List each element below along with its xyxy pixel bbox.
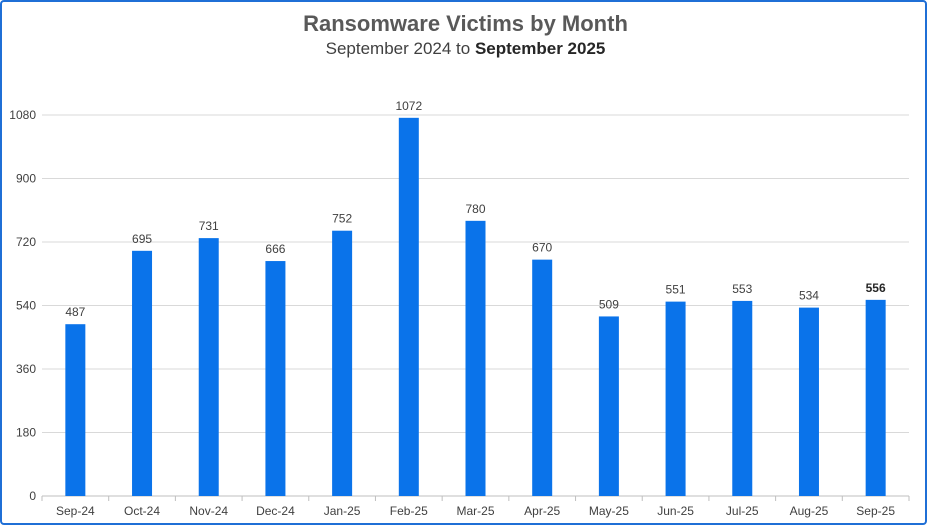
data-label: 487 [65, 305, 85, 319]
x-tick-label: Mar-25 [456, 504, 494, 518]
bar [398, 117, 419, 497]
data-label: 666 [265, 242, 285, 256]
data-label: 780 [465, 202, 485, 216]
y-tick-label: 900 [16, 172, 36, 186]
x-tick-label: May-25 [589, 504, 629, 518]
x-tick-label: Jun-25 [657, 504, 694, 518]
bar [465, 220, 486, 497]
bar [598, 316, 619, 496]
bar [198, 238, 219, 496]
y-tick-label: 360 [16, 362, 36, 376]
y-tick-label: 180 [16, 426, 36, 440]
bar [532, 259, 553, 496]
chart-subtitle: September 2024 to September 2025 [2, 39, 927, 59]
data-label: 553 [732, 282, 752, 296]
data-label: 1072 [395, 99, 422, 113]
bar [865, 299, 886, 496]
x-tick-label: Dec-24 [256, 504, 295, 518]
bar [798, 307, 819, 496]
bar [65, 324, 86, 496]
data-label: 556 [866, 281, 886, 295]
bar [132, 250, 153, 496]
subtitle-emphasis: September 2025 [474, 39, 606, 58]
data-label: 509 [599, 297, 619, 311]
data-label: 670 [532, 241, 552, 255]
x-tick-label: Oct-24 [124, 504, 160, 518]
bar [732, 300, 753, 496]
x-tick-label: Aug-25 [790, 504, 829, 518]
bar [332, 230, 353, 496]
y-tick-label: 540 [16, 299, 36, 313]
data-label: 731 [199, 219, 219, 233]
y-tick-label: 1080 [9, 108, 36, 122]
x-tick-label: Jul-25 [726, 504, 759, 518]
x-tick-label: Sep-24 [56, 504, 95, 518]
bar [665, 301, 686, 496]
data-label: 551 [666, 283, 686, 297]
bar [265, 261, 286, 496]
subtitle-prefix: September 2024 to [325, 39, 475, 58]
x-tick-label: Sep-25 [856, 504, 895, 518]
data-label: 695 [132, 232, 152, 246]
x-tick-label: Jan-25 [324, 504, 361, 518]
data-label: 752 [332, 212, 352, 226]
x-tick-label: Feb-25 [390, 504, 428, 518]
y-tick-label: 0 [29, 489, 36, 503]
y-tick-label: 720 [16, 235, 36, 249]
x-tick-label: Apr-25 [524, 504, 560, 518]
x-tick-label: Nov-24 [189, 504, 228, 518]
data-label: 534 [799, 289, 819, 303]
chart-title: Ransomware Victims by Month [303, 11, 628, 36]
